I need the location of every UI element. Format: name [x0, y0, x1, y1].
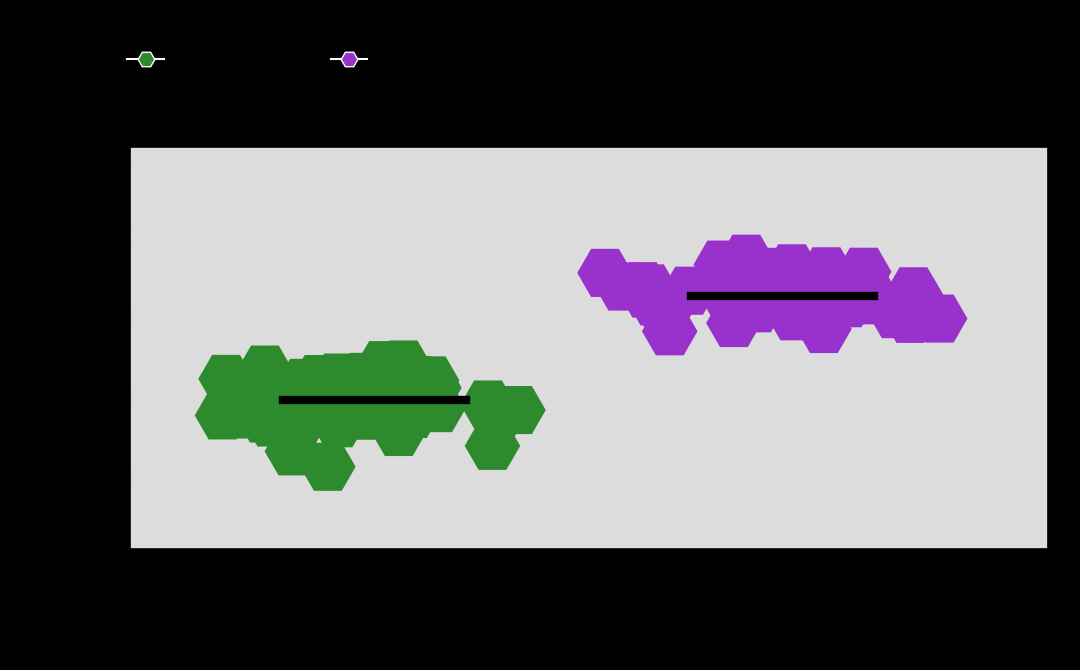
Point: [384, 389, 402, 400]
Point: [287, 424, 305, 435]
Point: [295, 377, 312, 388]
Point: [742, 291, 759, 302]
Point: [806, 302, 823, 312]
Point: [404, 409, 421, 419]
Point: [372, 389, 389, 399]
Point: [480, 399, 497, 410]
Point: [310, 374, 327, 385]
Point: [381, 409, 399, 420]
Point: [760, 284, 778, 295]
Point: [217, 374, 234, 385]
Point: [426, 383, 443, 393]
Point: [910, 296, 928, 307]
Point: [408, 375, 426, 385]
Point: [319, 395, 336, 406]
Point: [356, 410, 374, 421]
Point: [256, 364, 273, 375]
Point: [390, 427, 407, 438]
Point: [856, 280, 874, 291]
Point: [382, 361, 400, 372]
Point: [379, 389, 396, 400]
Point: [715, 281, 732, 291]
Point: [329, 405, 347, 415]
Point: [742, 296, 759, 307]
Point: [348, 389, 365, 400]
Point: [783, 263, 800, 273]
Point: [744, 298, 761, 309]
Point: [852, 295, 869, 306]
Point: [754, 272, 771, 283]
Point: [596, 267, 613, 278]
Point: [723, 277, 740, 287]
Point: [839, 298, 856, 309]
Point: [716, 287, 733, 297]
Point: [770, 267, 787, 277]
Point: [329, 418, 347, 429]
Point: [661, 297, 678, 308]
Point: [510, 405, 527, 415]
Point: [276, 398, 294, 409]
Point: [646, 296, 663, 307]
Point: [423, 375, 441, 386]
Point: [430, 403, 447, 413]
Point: [214, 410, 231, 421]
Point: [931, 314, 948, 324]
Point: [262, 417, 280, 428]
Point: [887, 309, 904, 320]
Point: [680, 285, 698, 296]
Point: [815, 324, 833, 334]
Point: [656, 308, 673, 319]
Point: [395, 359, 413, 370]
Point: [773, 291, 791, 302]
Point: [642, 283, 659, 293]
Point: [329, 373, 347, 383]
Point: [637, 288, 654, 299]
Point: [902, 314, 919, 324]
Point: [284, 446, 301, 457]
Point: [255, 413, 272, 424]
Point: [488, 414, 505, 425]
Point: [713, 259, 730, 270]
Point: [760, 270, 778, 281]
Point: [343, 377, 361, 388]
Point: [355, 372, 373, 383]
Point: [348, 373, 365, 384]
Point: [661, 326, 678, 336]
Point: [738, 253, 755, 264]
Point: [748, 303, 766, 314]
Point: [484, 440, 501, 451]
Point: [232, 409, 249, 420]
Point: [342, 385, 360, 395]
Point: [634, 281, 651, 291]
Point: [816, 294, 834, 305]
Text: Pharmacological Validation (inhibitor) of Phospho-DDR1 (Tyr796): Pharmacological Validation (inhibitor) o…: [212, 20, 868, 38]
Point: [726, 318, 743, 328]
Point: [320, 462, 337, 472]
Point: [855, 267, 873, 277]
Point: [818, 266, 835, 277]
Y-axis label: Phospho-DDR1 (Tyr796)
Antibody Signal (AU): Phospho-DDR1 (Tyr796) Antibody Signal (A…: [50, 237, 89, 460]
Point: [252, 395, 269, 406]
Point: [795, 299, 812, 310]
Point: [755, 299, 772, 310]
Point: [774, 289, 792, 299]
Point: [365, 395, 382, 406]
Point: [813, 294, 831, 305]
Point: [786, 311, 804, 322]
Point: [905, 286, 922, 297]
Legend: DMSO (n=46), Imatinib (n=46): DMSO (n=46), Imatinib (n=46): [120, 44, 525, 76]
Point: [613, 281, 631, 292]
Point: [322, 402, 339, 413]
Point: [777, 288, 794, 299]
Point: [271, 389, 288, 399]
Point: [348, 407, 365, 417]
Point: [324, 389, 341, 399]
Point: [375, 360, 392, 371]
Point: [416, 389, 433, 400]
Point: [821, 298, 838, 309]
